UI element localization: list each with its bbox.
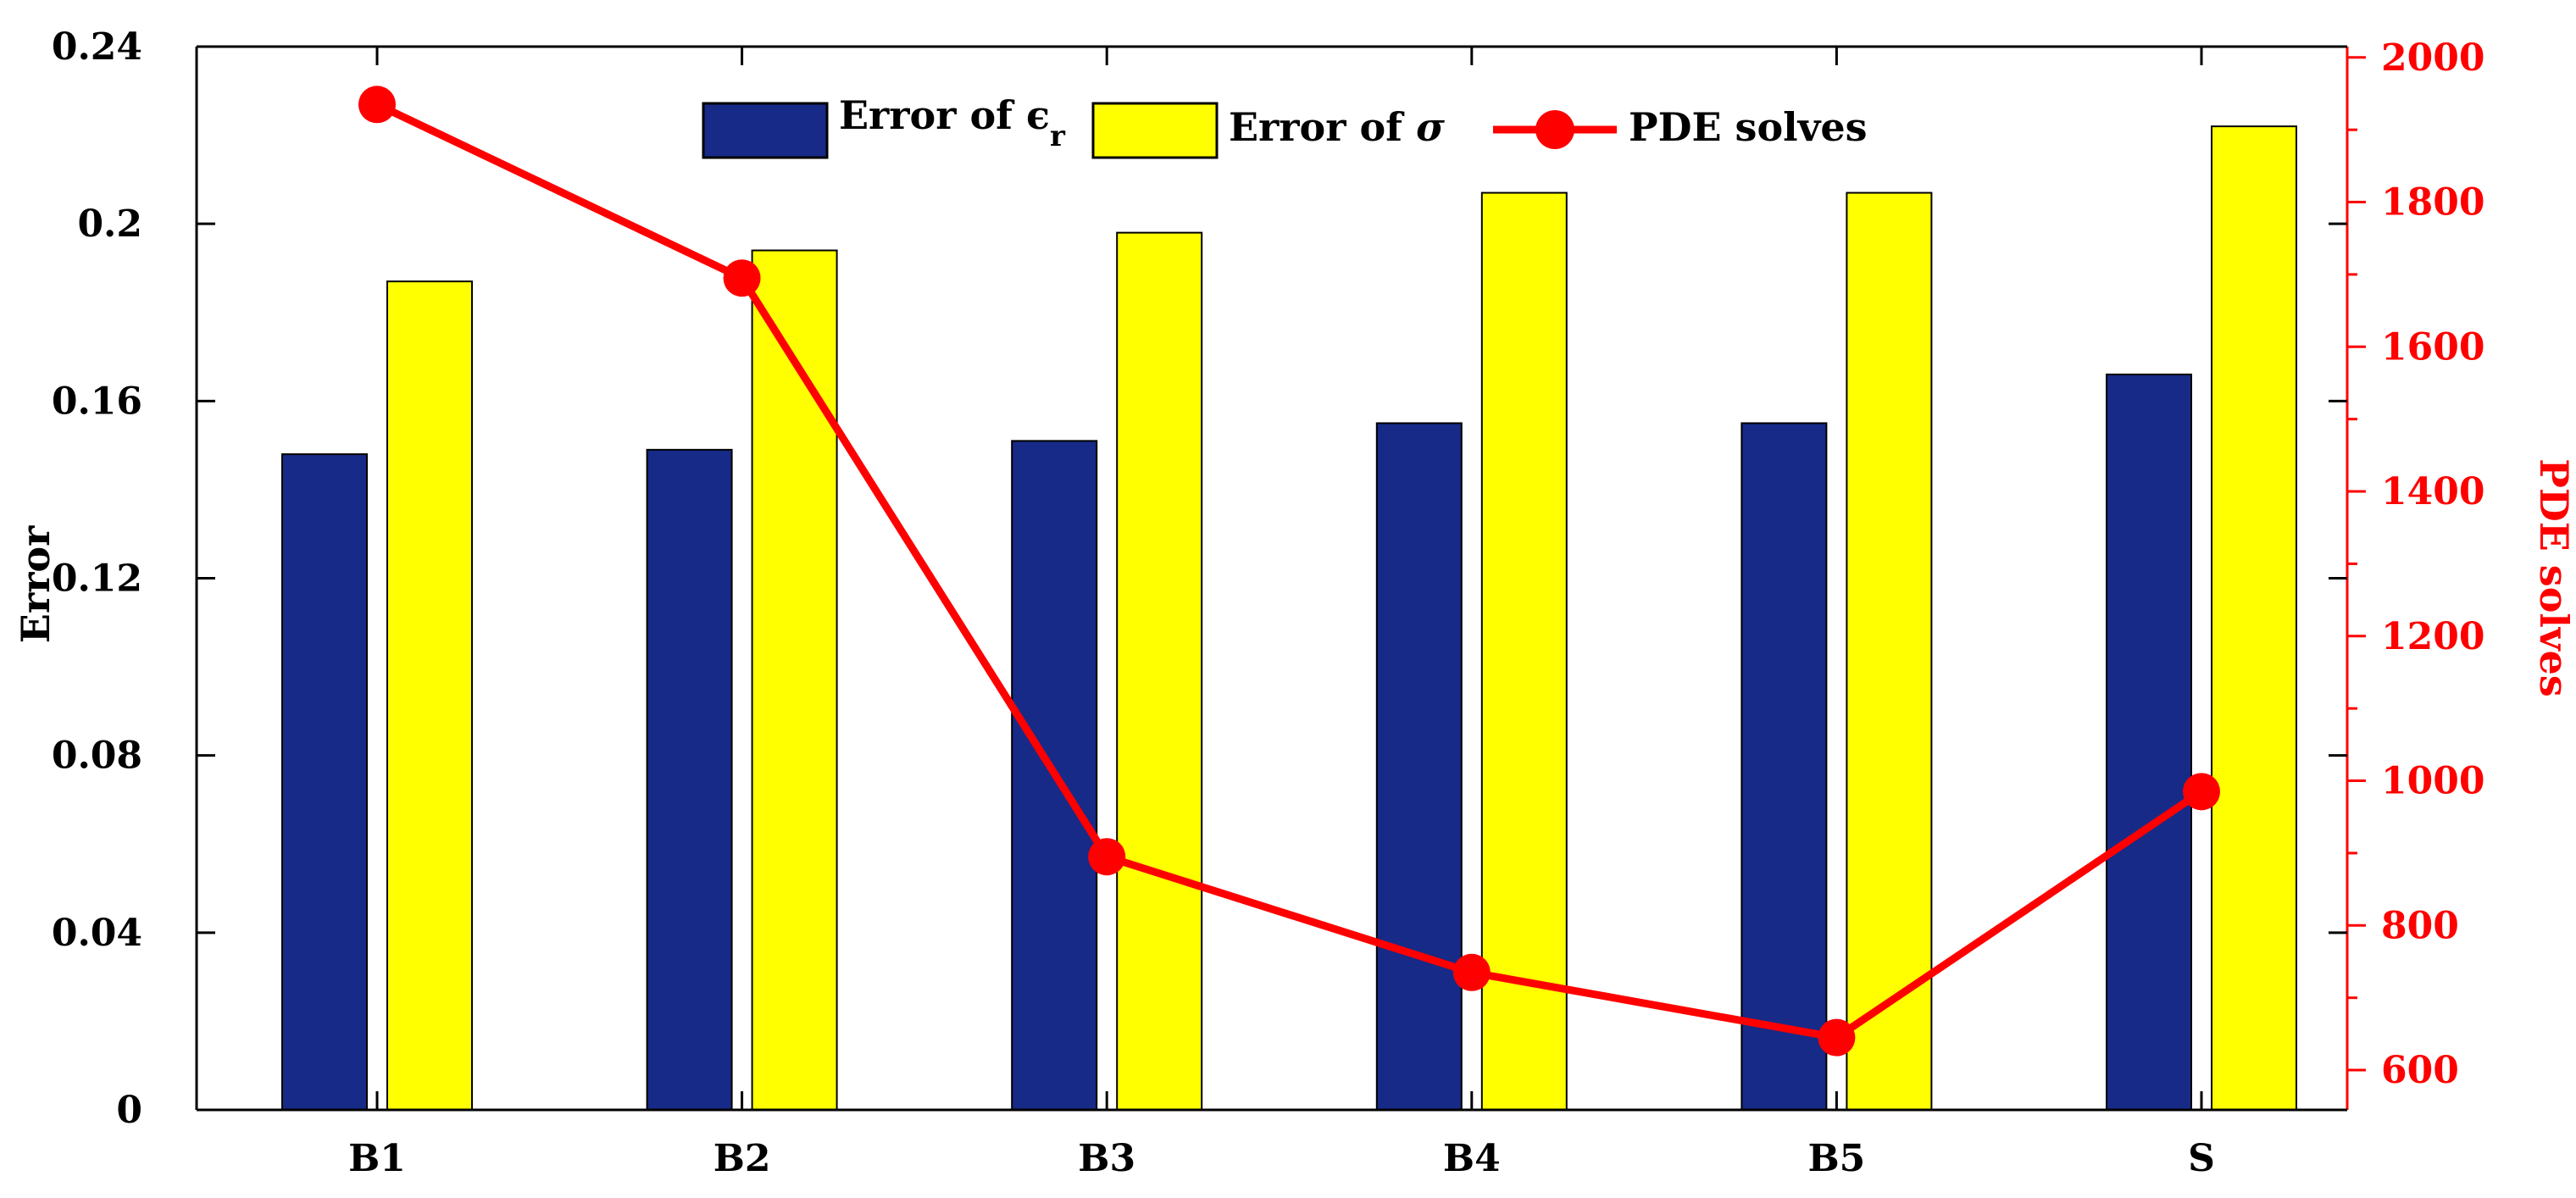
legend-swatch-error-epsilon bbox=[702, 102, 829, 159]
x-tick-label-b4: B4 bbox=[1443, 1137, 1501, 1180]
bars-layer bbox=[281, 125, 2297, 1112]
legend-swatch-pde-marker bbox=[1535, 110, 1574, 149]
pde-solves-line bbox=[375, 101, 2204, 1042]
y-left-tick-label: 0.24 bbox=[52, 25, 142, 69]
bar-error-sigma-b4 bbox=[1480, 191, 1568, 1111]
bar-error-epsilon-b2 bbox=[646, 448, 733, 1111]
bar-error-sigma-b3 bbox=[1116, 231, 1203, 1111]
pde-solves-point-s bbox=[2183, 773, 2220, 811]
y-right-tick-label: 600 bbox=[2381, 1049, 2459, 1092]
x-tick-label-b3: B3 bbox=[1078, 1137, 1135, 1180]
bar-error-epsilon-b4 bbox=[1375, 422, 1463, 1111]
pde-solves-point-b5 bbox=[1818, 1018, 1856, 1057]
y-axis-left-title: Error bbox=[13, 525, 58, 643]
legend-label-pde-solves: PDE solves bbox=[1629, 104, 1868, 150]
x-tick-label-b2: B2 bbox=[713, 1137, 771, 1180]
y-left-tick-label: 0.12 bbox=[52, 557, 142, 601]
pde-solves-point-b2 bbox=[723, 259, 761, 297]
y-left-tick-label: 0.16 bbox=[52, 380, 142, 423]
y-left-tick-label: 0 bbox=[116, 1089, 142, 1132]
bar-error-epsilon-b1 bbox=[281, 453, 368, 1111]
pde-solves-point-b3 bbox=[1088, 838, 1126, 876]
legend-subscript: r bbox=[1050, 119, 1066, 153]
bar-error-sigma-b5 bbox=[1846, 191, 1933, 1111]
legend-swatch-error-sigma bbox=[1091, 102, 1219, 159]
y-right-tick-label: 1000 bbox=[2381, 760, 2484, 803]
x-tick-label-b5: B5 bbox=[1807, 1137, 1865, 1180]
axes-layer: 0 0.04 0.08 0.12 0.16 0.2 0.24 600 800 1000 1200 14… bbox=[52, 25, 2485, 1180]
y-right-tick-label: 800 bbox=[2381, 904, 2459, 947]
legend-label-error-sigma: Error of σ bbox=[1229, 104, 1445, 150]
pde-solves-point-b1 bbox=[358, 86, 396, 124]
pde-solves-point-b4 bbox=[1452, 953, 1491, 991]
bar-error-sigma-b2 bbox=[751, 249, 838, 1111]
y-right-tick-label: 1200 bbox=[2381, 615, 2484, 658]
bar-error-epsilon-s bbox=[2106, 373, 2192, 1112]
y-right-tick-label: 1600 bbox=[2381, 325, 2484, 369]
legend-sigma-symbol: σ bbox=[1416, 104, 1445, 150]
x-tick-label-b1: B1 bbox=[348, 1137, 406, 1180]
y-right-tick-label: 1400 bbox=[2381, 470, 2484, 513]
bar-error-sigma-s bbox=[2211, 125, 2297, 1111]
y-right-tick-label: 1800 bbox=[2381, 181, 2484, 225]
legend-label-error-epsilon: Error of ϵr bbox=[839, 92, 1066, 153]
bar-error-sigma-b1 bbox=[386, 280, 473, 1112]
y-axis-right-title: PDE solves bbox=[2531, 458, 2576, 697]
y-left-tick-label: 0.04 bbox=[52, 912, 142, 955]
line-layer bbox=[358, 86, 2220, 1057]
bar-error-epsilon-b5 bbox=[1740, 422, 1828, 1111]
y-left-tick-label: 0.2 bbox=[77, 202, 142, 246]
x-tick-label-s: S bbox=[2188, 1137, 2215, 1180]
y-left-tick-label: 0.08 bbox=[52, 735, 142, 778]
legend: Error of ϵr Error of σ PDE solves bbox=[702, 92, 1868, 159]
y-right-tick-label: 2000 bbox=[2381, 36, 2484, 80]
